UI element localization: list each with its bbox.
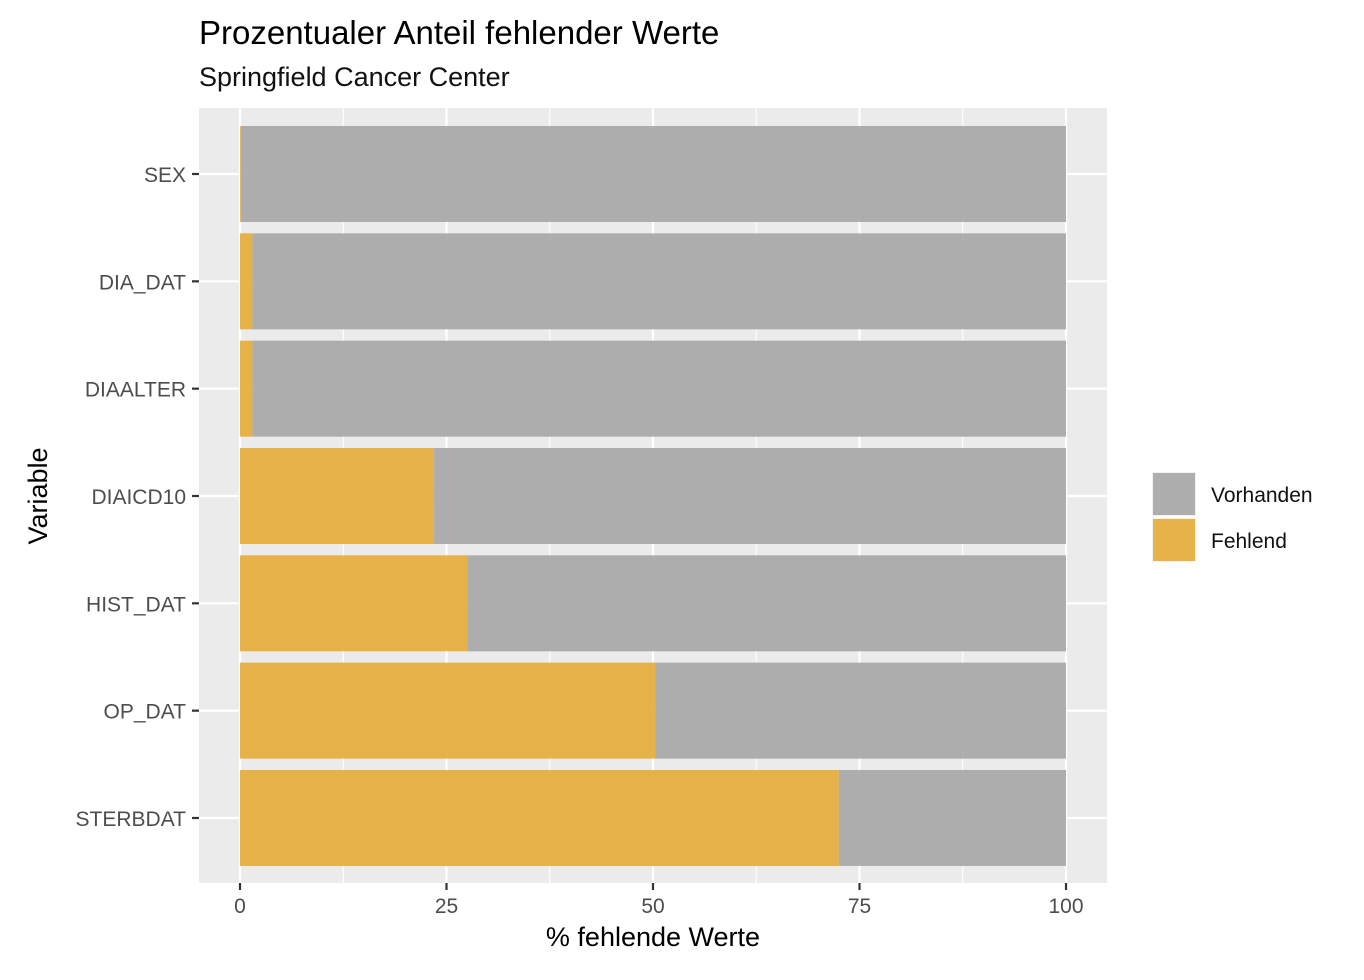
y-tick-label: HIST_DAT [86, 593, 186, 616]
x-tick-label: 100 [1048, 895, 1083, 918]
x-tick-label: 50 [641, 895, 664, 918]
x-tick-label: 75 [848, 895, 871, 918]
x-axis-title: % fehlende Werte [546, 922, 760, 952]
bars [240, 126, 1067, 866]
bar-fehlend-sex [240, 126, 241, 222]
chart-subtitle: Springfield Cancer Center [199, 62, 510, 92]
legend-label-fehlend: Fehlend [1211, 530, 1287, 553]
bar-vorhanden-diaicd10 [434, 447, 1066, 544]
bar-fehlend-diaalter [240, 340, 253, 437]
bar-fehlend-hist_dat [240, 555, 468, 652]
bar-fehlend-dia_dat [240, 233, 253, 330]
chart-title: Prozentualer Anteil fehlender Werte [199, 14, 720, 51]
bar-vorhanden-sex [240, 126, 1067, 222]
y-tick-label: SEX [144, 164, 186, 187]
bar-vorhanden-sterbdat [838, 769, 1066, 866]
y-tick-label: OP_DAT [104, 701, 187, 724]
legend-swatch-fehlend [1153, 519, 1195, 561]
y-tick-label: DIAALTER [85, 379, 186, 402]
bar-vorhanden-hist_dat [467, 555, 1066, 652]
bar-fehlend-op_dat [240, 662, 656, 759]
x-tick-label: 0 [234, 895, 246, 918]
x-tick-label: 25 [435, 895, 458, 918]
y-tick-label: DIAICD10 [91, 486, 186, 509]
legend-swatch-vorhanden [1153, 473, 1195, 515]
y-tick-label: STERBDAT [76, 808, 187, 831]
bar-vorhanden-diaalter [252, 340, 1066, 437]
bar-vorhanden-op_dat [655, 662, 1066, 759]
bar-fehlend-diaicd10 [240, 447, 435, 544]
bar-vorhanden-dia_dat [252, 233, 1066, 330]
y-tick-label: DIA_DAT [99, 271, 186, 294]
y-axis-title: Variable [23, 447, 53, 544]
x-axis: 0 25 50 75 100 [234, 883, 1084, 918]
bar-fehlend-sterbdat [240, 769, 839, 866]
legend-label-vorhanden: Vorhanden [1211, 484, 1313, 507]
y-axis: SEX DIA_DAT DIAALTER DIAICD10 HIST_DAT OP_DAT… [76, 164, 199, 831]
legend: Vorhanden Fehlend [1152, 472, 1313, 562]
